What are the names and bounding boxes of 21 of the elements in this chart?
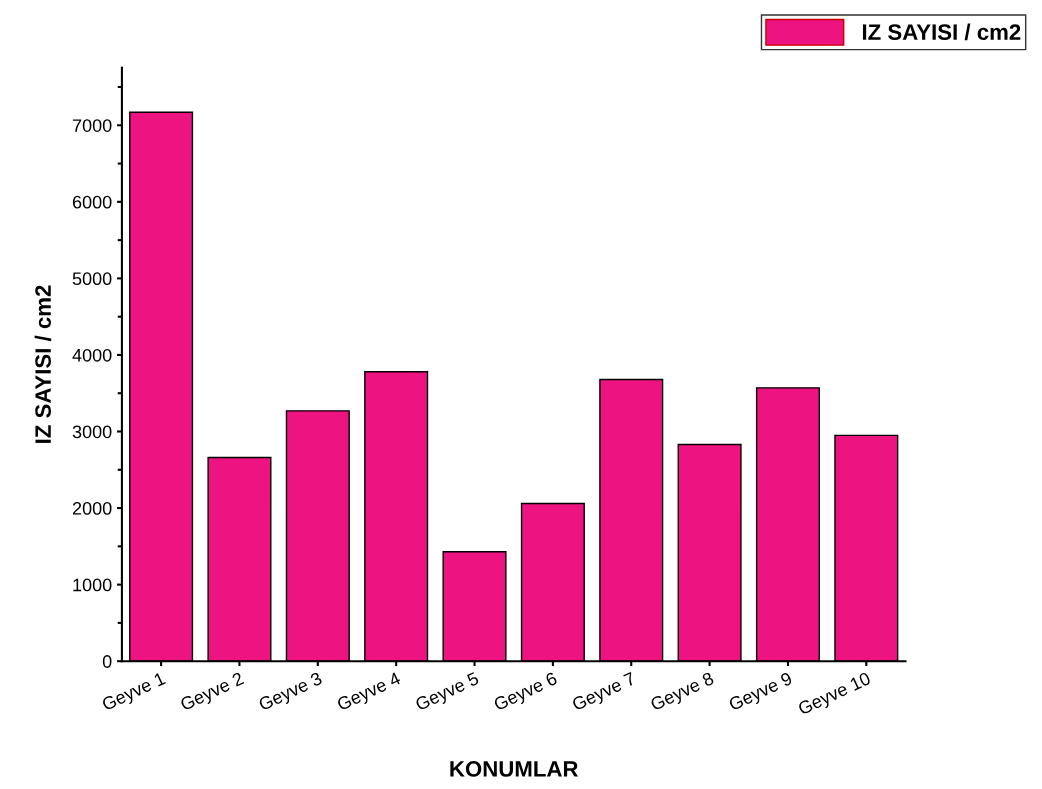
y-tick-label: 5000 xyxy=(72,272,112,286)
x-tick-label: Geyve 7 xyxy=(571,671,638,715)
x-tick-label: Geyve 10 xyxy=(797,671,873,719)
x-tick-label: Geyve 8 xyxy=(649,671,717,715)
x-tick-label: Geyve 3 xyxy=(257,671,325,715)
x-tick-label: Geyve 5 xyxy=(414,671,481,715)
x-tick-label: Geyve 1 xyxy=(101,671,168,715)
y-tick-label: 3000 xyxy=(72,425,112,439)
x-axis-title: KONUMLAR xyxy=(450,761,579,777)
y-tick-label: 0 xyxy=(102,655,112,668)
y-axis-title: IZ SAYISI / cm2 xyxy=(34,285,52,443)
y-tick-label: 6000 xyxy=(72,195,112,209)
x-tick-label: Geyve 4 xyxy=(336,671,403,715)
y-tick-label: 4000 xyxy=(72,348,112,362)
legend-label: IZ SAYISI / cm2 xyxy=(862,23,1021,41)
y-tick-label: 2000 xyxy=(72,502,112,515)
x-tick-label: Geyve 2 xyxy=(179,671,246,715)
y-tick-label: 7000 xyxy=(72,119,112,132)
x-tick-label: Geyve 6 xyxy=(492,671,560,715)
x-tick-label: Geyve 9 xyxy=(728,671,795,715)
y-tick-label: 1000 xyxy=(73,578,112,592)
